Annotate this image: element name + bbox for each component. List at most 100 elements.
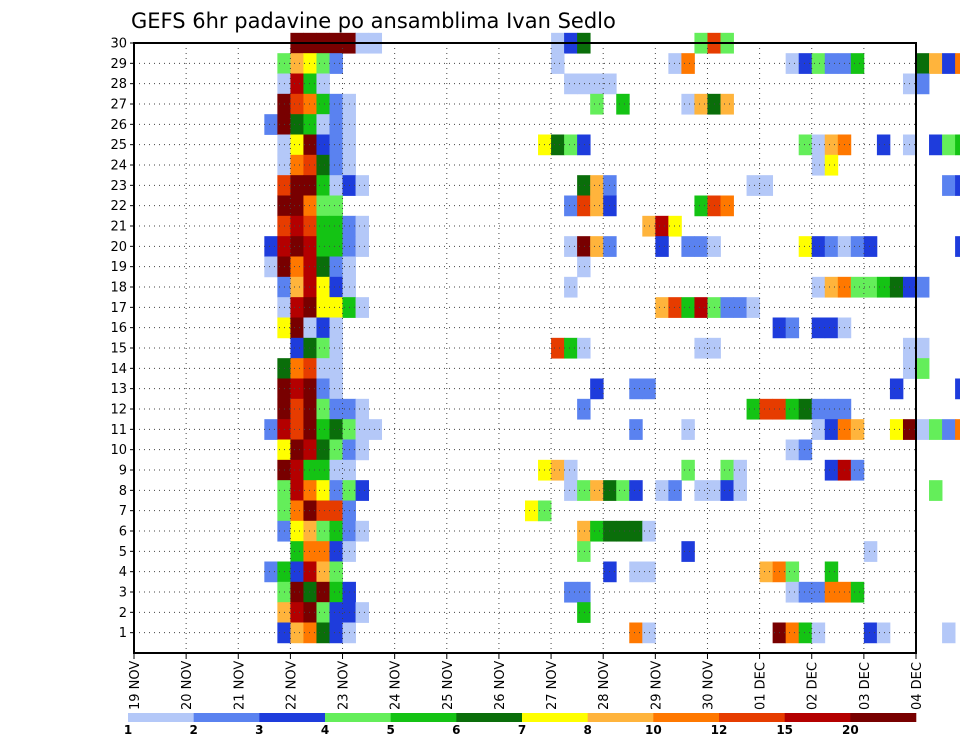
- heatmap-cell: [824, 276, 839, 298]
- colorbar-segment: [128, 713, 194, 722]
- x-tick-label: 27 NOV: [545, 661, 560, 710]
- heatmap-cell: [316, 459, 330, 481]
- heatmap-cell: [355, 297, 369, 318]
- heatmap-cell: [303, 480, 317, 501]
- heatmap-cell: [942, 622, 956, 644]
- heatmap-cell: [329, 378, 343, 400]
- x-tick-label: 01 DEC: [754, 662, 769, 710]
- heatmap-cell: [290, 297, 304, 318]
- colorbar: 1 2 3 4 5 6 7 8 10 12 15 20: [124, 713, 917, 737]
- heatmap-cell: [824, 154, 839, 176]
- colorbar-segment: [850, 713, 917, 722]
- colorbar-label: 5: [386, 723, 394, 737]
- heatmap-cells: [264, 32, 960, 644]
- y-tick-label: 15: [110, 342, 127, 357]
- heatmap-cell: [863, 276, 878, 298]
- heatmap-cell: [551, 459, 565, 481]
- heatmap-cell: [316, 622, 330, 644]
- heatmap-cell: [329, 114, 343, 135]
- heatmap-cell: [303, 541, 317, 562]
- heatmap-cell: [720, 480, 734, 501]
- colorbar-label: 2: [189, 723, 197, 737]
- heatmap-cell: [290, 459, 304, 481]
- heatmap-cell: [329, 276, 343, 298]
- heatmap-cell: [655, 297, 669, 318]
- x-tick-label: 22 NOV: [284, 661, 299, 710]
- x-tick-label: 24 NOV: [389, 661, 404, 710]
- heatmap-cell: [785, 581, 800, 603]
- y-tick-label: 2: [119, 606, 127, 621]
- heatmap-cell: [303, 500, 317, 522]
- y-tick-label: 5: [119, 545, 127, 560]
- y-tick-label: 28: [110, 77, 127, 92]
- heatmap-cell: [303, 602, 317, 623]
- heatmap-cell: [290, 398, 304, 420]
- heatmap-cell: [590, 236, 604, 257]
- colorbar-segment: [719, 713, 785, 722]
- heatmap-cell: [316, 520, 330, 542]
- y-tick-label: 24: [110, 159, 127, 174]
- heatmap-cell: [303, 581, 317, 603]
- heatmap-cell: [316, 480, 330, 501]
- x-tick-label: 28 NOV: [597, 661, 612, 710]
- x-tick-label: 02 DEC: [806, 662, 821, 710]
- heatmap-cell: [368, 419, 383, 440]
- heatmap-cell: [850, 53, 865, 74]
- heatmap-cell: [290, 154, 304, 176]
- y-tick-label: 4: [119, 565, 127, 580]
- heatmap-cell: [290, 317, 304, 339]
- heatmap-cell: [929, 419, 943, 440]
- heatmap-cell: [329, 622, 343, 644]
- heatmap-cell: [290, 276, 304, 298]
- heatmap-cell: [577, 337, 591, 359]
- heatmap-cell: [303, 73, 317, 95]
- heatmap-cell: [655, 480, 669, 501]
- heatmap-cell: [916, 53, 930, 74]
- heatmap-cell: [942, 134, 956, 156]
- heatmap-cell: [329, 541, 343, 562]
- heatmap-cell: [329, 480, 343, 501]
- heatmap-cell: [564, 134, 578, 156]
- heatmap-cell: [290, 622, 304, 644]
- heatmap-cell: [668, 215, 682, 237]
- heatmap-cell: [955, 53, 960, 74]
- heatmap-cell: [551, 337, 565, 359]
- heatmap-cell: [785, 561, 800, 583]
- heatmap-cell: [303, 175, 317, 196]
- heatmap-cell: [290, 541, 304, 562]
- x-tick-label: 26 NOV: [493, 661, 508, 710]
- heatmap-cell: [811, 581, 826, 603]
- heatmap-cell: [564, 73, 578, 95]
- colorbar-label: 6: [452, 723, 460, 737]
- heatmap-cell: [316, 53, 330, 74]
- x-axis: 19 NOV 20 NOV 21 NOV 22 NOV 23 NOV 24 NOV 25 N…: [128, 653, 925, 710]
- y-tick-label: 25: [110, 138, 127, 153]
- heatmap-cell: [303, 195, 317, 217]
- heatmap-cell: [577, 520, 591, 542]
- heatmap-cell: [824, 134, 839, 156]
- heatmap-cell: [811, 154, 826, 176]
- heatmap-cell: [303, 53, 317, 74]
- heatmap-cell: [316, 276, 330, 298]
- heatmap-cell: [785, 317, 800, 339]
- heatmap-cell: [355, 439, 369, 461]
- heatmap-cell: [590, 195, 604, 217]
- heatmap-cell: [303, 378, 317, 400]
- heatmap-cell: [316, 439, 330, 461]
- heatmap-cell: [303, 317, 317, 339]
- heatmap-cell: [590, 480, 604, 501]
- heatmap-cell: [290, 195, 304, 217]
- colorbar-label: 12: [711, 723, 728, 737]
- heatmap-cell: [681, 459, 695, 481]
- heatmap-cell: [551, 134, 565, 156]
- heatmap-cell: [577, 134, 591, 156]
- heatmap-cell: [290, 480, 304, 501]
- heatmap-cell: [329, 134, 343, 156]
- heatmap-cell: [525, 500, 539, 522]
- heatmap-cell: [316, 358, 330, 379]
- y-tick-label: 13: [110, 382, 127, 397]
- heatmap-cell: [316, 500, 330, 522]
- heatmap-cell: [316, 602, 330, 623]
- heatmap-cell: [629, 480, 643, 501]
- y-tick-label: 26: [110, 118, 127, 133]
